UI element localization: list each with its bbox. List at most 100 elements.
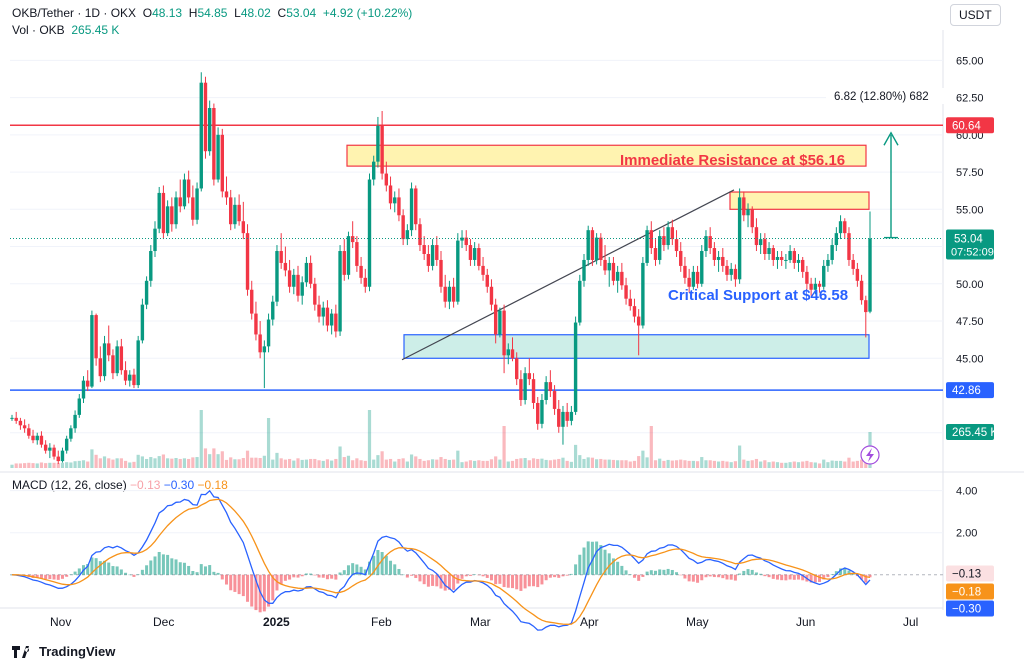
candle-body [578,280,582,323]
macd-histogram-bar [220,574,224,580]
volume-value: 265.45 K [71,23,120,37]
candle [195,182,199,225]
candle-body [683,265,687,278]
macd-histogram-bar [574,564,578,575]
candle [594,233,599,265]
volume-bar [704,460,708,468]
macd-histogram-bar [111,566,115,575]
macd-histogram-bar [195,572,199,575]
candle [174,191,178,229]
candle-body [632,306,637,317]
candle-body [590,230,595,260]
macd-histogram-bar [363,569,367,575]
candle-body [250,289,254,314]
macd-histogram-bar [599,545,603,575]
macd-histogram-bar [124,572,128,575]
candle [39,431,44,448]
candle [304,256,309,287]
volume-bar [569,461,573,468]
candle [851,254,855,275]
macd-histogram-bar [397,568,401,575]
volume-bar [464,461,468,468]
candle-body [426,254,431,266]
candle [435,236,439,266]
candle [401,209,405,246]
candle-body [493,304,498,335]
candle-body [266,319,271,347]
volume-bar [754,458,759,468]
macd-histogram-bar [271,574,275,601]
support-price-label-bg [946,382,994,399]
resistance-zone-upper [346,144,867,167]
volume-bar [708,460,712,468]
candle-body [750,209,754,228]
candle-body [771,248,775,260]
volume-bar [325,459,330,468]
candle-body [304,262,309,283]
candle [611,256,616,286]
macd-histogram-bar [527,574,531,587]
macd-histogram-bar [431,574,435,586]
volume-bar [182,458,187,468]
volume-bar [645,457,649,468]
macd-histogram-bar [843,568,847,575]
volume-bar [342,457,346,468]
macd-histogram-bar [557,574,561,578]
candle [813,277,818,295]
macd-histogram-bar [860,574,864,580]
candle-body [203,82,208,152]
candle-body [60,450,65,462]
volume-bar [742,459,746,468]
volume-bar [18,463,23,468]
volume-bar [14,463,18,468]
volume-bar [195,457,199,468]
macd-histogram-bar [839,568,843,575]
volume-bar [721,460,725,468]
macd-histogram-bar [422,574,426,585]
macd-histogram-bar [704,574,708,578]
candle [510,337,515,362]
measure-arrow-head [883,131,899,146]
candle [405,224,410,246]
volume-bar [809,462,813,468]
candle [834,227,839,252]
macd-histogram-bar [401,574,405,576]
volume-bar [738,445,742,468]
candle-body [519,379,523,400]
candle [632,298,637,323]
volume-bar [561,457,565,468]
macd-histogram-bar [241,574,245,597]
currency-label[interactable]: USDT [950,4,1001,26]
candle-body [506,349,510,356]
macd-histogram-bar [166,554,170,575]
candle [241,201,246,240]
volume-bar [73,461,77,468]
candle-body [817,283,822,287]
candle [233,197,237,229]
candle [666,221,670,250]
volume-bar [494,456,498,468]
volume-bar [346,455,351,468]
macd-signal-value: −0.18 [197,478,228,492]
volume-bar [241,458,245,468]
macd-histogram-bar [561,574,565,577]
volume-bar [826,462,830,468]
candle-body [64,438,69,451]
volume-bar [830,460,834,468]
volume-bar [599,458,603,468]
time-tick-label: Mar [470,615,491,629]
volume-bar [187,458,191,468]
candle-body [779,256,784,260]
macd-histogram-bar [548,574,552,578]
macd-histogram-bar [620,565,624,575]
candle-body [313,283,317,305]
candle [18,417,23,430]
candle-body [658,236,662,260]
volume-bar [641,450,645,468]
change-value: +4.92 (+10.22%) [322,6,413,20]
macd-histogram-bar [607,553,611,575]
candle [27,423,31,439]
candle-body [107,343,111,356]
macd-histogram-bar [683,574,687,579]
